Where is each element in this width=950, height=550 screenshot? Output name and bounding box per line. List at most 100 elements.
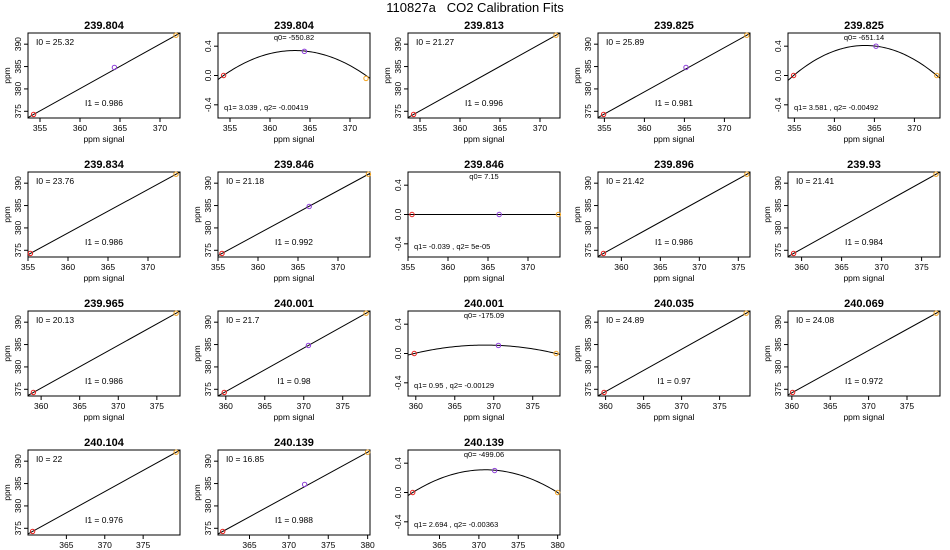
y-axis-label: ppm xyxy=(762,206,772,223)
plot-panel: 239.804 355 360 365 370 375 380 385 390 ppm signa… xyxy=(2,20,181,144)
x-tick-label: 360 xyxy=(441,262,455,272)
y-tick-label: 390 xyxy=(13,315,23,329)
y-tick-label: 380 xyxy=(583,360,593,374)
x-tick-label: 370 xyxy=(111,401,125,411)
plot-frame xyxy=(27,32,181,119)
x-tick-label: 355 xyxy=(787,123,801,133)
y-axis-label: ppm xyxy=(572,345,582,362)
x-tick-label: 375 xyxy=(150,401,164,411)
x-tick-label: 360 xyxy=(251,262,265,272)
plot-frame xyxy=(217,171,371,258)
plot-frame xyxy=(407,32,561,119)
x-tick-label: 370 xyxy=(98,540,112,550)
fit-curve xyxy=(408,344,560,356)
y-axis-label: ppm xyxy=(192,484,202,501)
fit-intercept-label: I0 = 21.18 xyxy=(226,176,264,186)
x-tick-label: 370 xyxy=(141,262,155,272)
y-tick-label: 0.4 xyxy=(393,457,403,469)
data-point xyxy=(173,449,179,455)
fit-q1-q2-label: q1= 2.694 , q2= -0.00363 xyxy=(414,520,498,529)
plot-panel: 239.825 355 360 365 370 -0.4 0.0 0.4 ppm signal q… xyxy=(773,20,941,144)
x-tick-label: 370 xyxy=(153,123,167,133)
x-axis-label: ppm signal xyxy=(653,134,694,144)
panel-title: 239.93 xyxy=(847,159,881,171)
data-point xyxy=(173,310,179,316)
x-tick-label: 365 xyxy=(481,262,495,272)
plot-frame xyxy=(597,32,751,119)
plot-panel: 240.001 360 365 370 375 -0.4 0.0 0.4 ppm signal q… xyxy=(393,298,561,422)
y-tick-label: 390 xyxy=(203,454,213,468)
x-tick-label: 370 xyxy=(717,123,731,133)
y-tick-label: 385 xyxy=(13,59,23,73)
x-tick-label: 375 xyxy=(511,540,525,550)
x-tick-label: 365 xyxy=(258,401,272,411)
y-tick-label: 385 xyxy=(13,476,23,490)
panel-title: 240.069 xyxy=(844,298,884,310)
data-point xyxy=(27,250,34,257)
data-point xyxy=(934,72,940,79)
y-tick-label: 375 xyxy=(393,104,403,118)
x-tick-label: 375 xyxy=(136,540,150,550)
fit-q1-q2-label: q1= -0.039 , q2= 5e-05 xyxy=(414,242,490,251)
y-tick-label: 385 xyxy=(393,59,403,73)
x-tick-label: 365 xyxy=(677,123,691,133)
fit-slope-label: I1 = 0.986 xyxy=(85,98,123,108)
y-tick-label: -0.4 xyxy=(393,236,403,251)
y-tick-label: 380 xyxy=(13,360,23,374)
data-point xyxy=(301,481,308,488)
plot-panel: 240.069 360 365 370 375 375 380 385 390 ppm signa… xyxy=(762,298,941,422)
data-point xyxy=(306,203,312,210)
x-tick-label: 360 xyxy=(34,401,48,411)
data-point xyxy=(553,350,559,357)
y-tick-label: 375 xyxy=(773,243,783,257)
y-tick-label: 375 xyxy=(773,382,783,396)
y-axis-label: ppm xyxy=(572,206,582,223)
x-tick-label: 360 xyxy=(73,123,87,133)
fit-intercept-label: I0 = 21.7 xyxy=(226,315,260,325)
x-tick-label: 365 xyxy=(637,401,651,411)
data-point xyxy=(363,75,369,82)
y-tick-label: 380 xyxy=(13,221,23,235)
x-tick-label: 375 xyxy=(713,401,727,411)
data-point xyxy=(790,72,797,79)
y-axis-label: ppm xyxy=(572,67,582,84)
x-axis-label: ppm signal xyxy=(463,273,504,283)
panel-title: 239.825 xyxy=(844,20,884,32)
fit-intercept-label: I0 = 20.13 xyxy=(36,315,74,325)
x-axis-label: ppm signal xyxy=(83,273,124,283)
fit-curve xyxy=(788,44,940,81)
x-tick-label: 365 xyxy=(493,123,507,133)
y-tick-label: 380 xyxy=(773,221,783,235)
y-tick-label: 385 xyxy=(583,59,593,73)
x-tick-label: 360 xyxy=(409,401,423,411)
fit-line xyxy=(598,33,750,118)
y-tick-label: -0.4 xyxy=(203,97,213,112)
x-tick-label: 375 xyxy=(915,262,929,272)
fit-line xyxy=(28,311,180,396)
fit-q1-q2-label: q1= 0.95 , q2= -0.00129 xyxy=(414,381,494,390)
x-tick-label: 365 xyxy=(867,123,881,133)
fit-intercept-label: I0 = 25.89 xyxy=(606,37,644,47)
y-tick-label: 375 xyxy=(203,521,213,535)
x-tick-label: 370 xyxy=(875,262,889,272)
y-tick-label: 0.4 xyxy=(203,40,213,52)
data-point xyxy=(553,32,559,38)
fit-slope-label: I1 = 0.986 xyxy=(655,237,693,247)
x-tick-label: 355 xyxy=(401,262,415,272)
y-tick-label: 390 xyxy=(583,315,593,329)
y-tick-label: 385 xyxy=(583,337,593,351)
fit-slope-label: I1 = 0.972 xyxy=(845,376,883,386)
plot-panel: 239.834 355 360 365 370 375 380 385 390 ppm signa… xyxy=(2,159,181,283)
fit-line xyxy=(28,33,180,118)
data-point xyxy=(409,211,415,218)
x-tick-label: 370 xyxy=(487,401,501,411)
y-tick-label: 380 xyxy=(203,360,213,374)
x-tick-label: 370 xyxy=(297,401,311,411)
y-tick-label: 0.0 xyxy=(773,69,783,81)
data-point xyxy=(219,250,225,257)
y-tick-label: 0.4 xyxy=(393,179,403,191)
x-tick-label: 360 xyxy=(219,401,233,411)
fit-q1-q2-label: q1= 3.039 , q2= -0.00419 xyxy=(224,103,308,112)
